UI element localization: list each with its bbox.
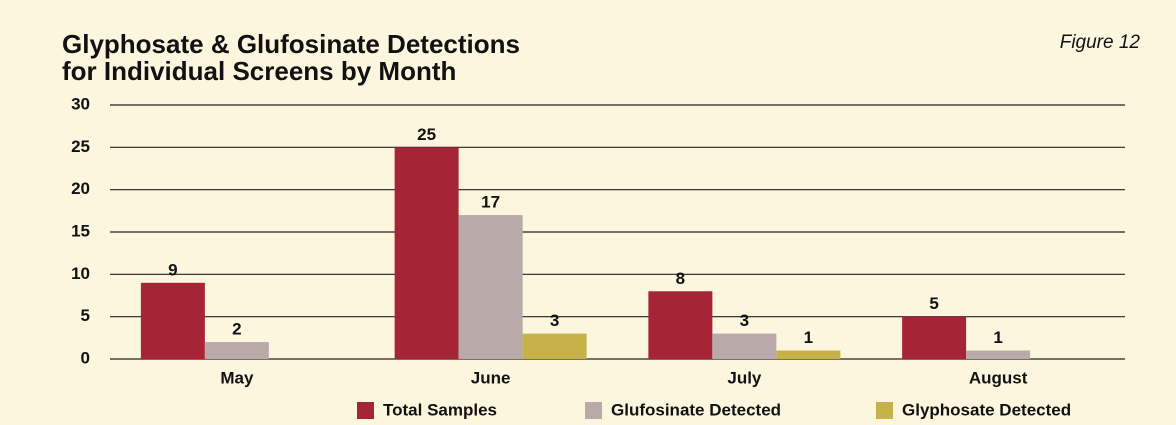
bar: [204, 342, 269, 359]
bar: [522, 333, 587, 359]
value-label: 17: [481, 193, 500, 212]
y-tick-label: 5: [81, 306, 90, 325]
x-tick-label: August: [969, 368, 1028, 387]
value-label: 25: [417, 125, 436, 144]
x-tick-label: July: [727, 368, 762, 387]
y-tick-label: 30: [71, 94, 90, 113]
legend-label: Glyphosate Detected: [902, 400, 1071, 419]
value-label: 3: [740, 311, 749, 330]
bar: [394, 147, 459, 359]
value-label: 1: [993, 328, 1002, 347]
value-label: 5: [929, 294, 938, 313]
y-tick-label: 10: [71, 264, 90, 283]
value-label: 1: [804, 328, 813, 347]
bar: [712, 333, 777, 359]
y-tick-label: 15: [71, 221, 90, 240]
value-label: 9: [168, 260, 177, 279]
bar: [648, 291, 713, 359]
figure-label: Figure 12: [1060, 32, 1141, 53]
legend-swatch: [357, 402, 374, 419]
legend-swatch: [585, 402, 602, 419]
y-tick-label: 25: [71, 137, 90, 156]
legend-label: Glufosinate Detected: [611, 400, 781, 419]
value-label: 3: [550, 311, 559, 330]
x-tick-label: May: [220, 368, 254, 387]
x-tick-label: June: [471, 368, 511, 387]
legend-swatch: [876, 402, 893, 419]
bar: [902, 316, 967, 359]
bar: [966, 350, 1031, 359]
bar: [458, 215, 523, 359]
bar: [140, 282, 205, 359]
value-label: 2: [232, 320, 241, 339]
chart-subtitle: for Individual Screens by Month: [62, 56, 456, 86]
bar: [776, 350, 841, 359]
value-label: 8: [676, 269, 685, 288]
y-tick-label: 20: [71, 179, 90, 198]
y-tick-label: 0: [81, 348, 90, 367]
legend-label: Total Samples: [383, 400, 497, 419]
chart-title: Glyphosate & Glufosinate Detections: [62, 29, 520, 59]
